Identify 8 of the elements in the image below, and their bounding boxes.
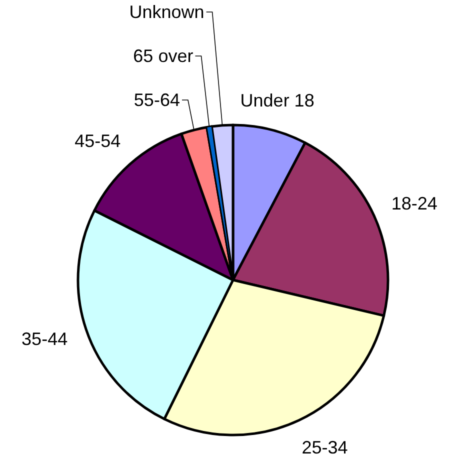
- slice-label: Under 18: [240, 90, 314, 110]
- slice-label: 45-54: [74, 131, 121, 152]
- slice-label: 35-44: [22, 328, 68, 349]
- slice-label: Unknown: [129, 2, 204, 22]
- slice-label: 55-64: [134, 90, 180, 110]
- slice-label: 18-24: [391, 193, 438, 214]
- slice-label: 65 over: [133, 46, 194, 66]
- slice-label: 25-34: [302, 437, 348, 458]
